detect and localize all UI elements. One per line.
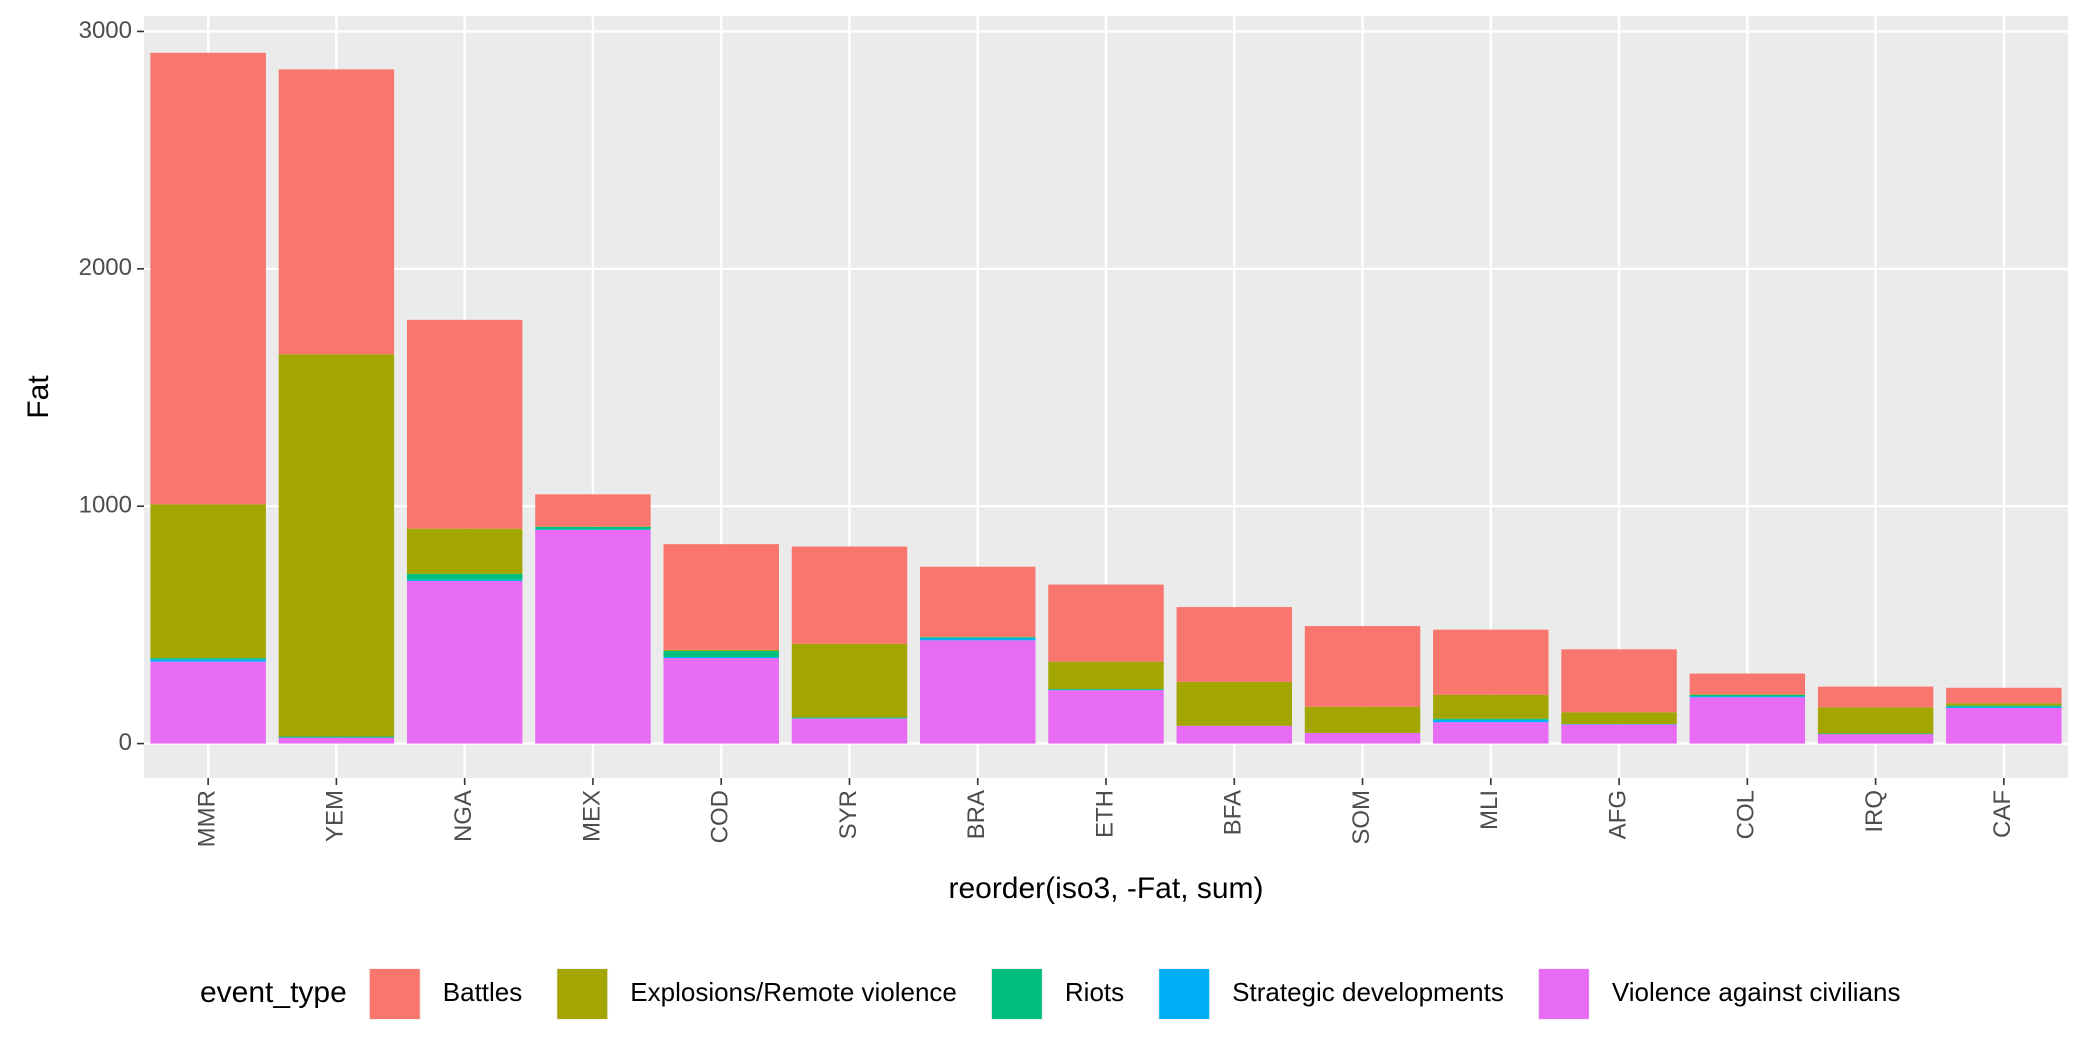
x-tick-label: CAF bbox=[1989, 790, 2016, 838]
bar-segment bbox=[278, 69, 395, 355]
bar-segment bbox=[535, 494, 651, 527]
bar-segment bbox=[1433, 719, 1549, 723]
legend-swatch bbox=[1159, 969, 1210, 1019]
legend: event_type Battles Explosions/Remote viol… bbox=[200, 968, 1900, 1020]
bar-segment bbox=[1689, 673, 1806, 695]
bar-segment bbox=[150, 661, 266, 744]
x-tick-label: IRQ bbox=[1861, 790, 1888, 833]
bar-segment bbox=[1304, 626, 1421, 707]
x-tick-label: COL bbox=[1733, 790, 1760, 839]
bar-segment bbox=[663, 658, 779, 744]
x-tick-label: SYR bbox=[835, 790, 862, 839]
x-tick-label: ETH bbox=[1091, 790, 1118, 838]
bar-segment bbox=[920, 637, 1036, 641]
bar-segment bbox=[1176, 607, 1292, 682]
bar-segment bbox=[1433, 718, 1549, 720]
bar-segment bbox=[791, 546, 908, 644]
bar-segment bbox=[791, 717, 908, 719]
bar-segment bbox=[1689, 694, 1806, 695]
bar-segment bbox=[150, 504, 266, 659]
y-tick-label: 3000 bbox=[79, 17, 132, 44]
y-tick-label: 2000 bbox=[79, 254, 132, 281]
bar-segment bbox=[1433, 694, 1549, 719]
y-tick-label: 1000 bbox=[79, 492, 132, 519]
bar-segment bbox=[663, 651, 779, 657]
bar-segment bbox=[1946, 707, 2062, 744]
legend-swatch bbox=[557, 969, 608, 1019]
legend-swatch bbox=[1538, 969, 1589, 1019]
bar-segment bbox=[1561, 724, 1677, 744]
bar-segment bbox=[278, 354, 395, 737]
legend-label: Violence against civilians bbox=[1612, 977, 1901, 1007]
bar-segment bbox=[663, 649, 779, 651]
bar-segment bbox=[1176, 725, 1292, 744]
bar-segment bbox=[791, 643, 908, 718]
bar-segment bbox=[1048, 584, 1164, 662]
x-tick-label: SOM bbox=[1348, 790, 1375, 845]
bar-segment bbox=[535, 529, 651, 530]
bar-segment bbox=[1689, 694, 1806, 697]
bar-segment bbox=[1817, 733, 1934, 735]
x-tick-label: MEX bbox=[578, 790, 605, 842]
bar-segment bbox=[1561, 649, 1677, 713]
bar-segment bbox=[1817, 707, 1934, 734]
x-tick-label: BFA bbox=[1220, 790, 1247, 835]
bar-segment bbox=[791, 718, 908, 744]
bar-segment bbox=[1048, 690, 1164, 744]
bar-segment bbox=[278, 736, 395, 738]
bar-segment bbox=[1946, 706, 2062, 708]
bar-segment bbox=[1433, 629, 1549, 695]
bar-segment bbox=[920, 637, 1036, 638]
bar-segment bbox=[1048, 661, 1164, 689]
bar-segment bbox=[1048, 688, 1164, 690]
bar-segment bbox=[406, 579, 523, 581]
bar-segment bbox=[406, 580, 523, 744]
x-axis-title: reorder(iso3, -Fat, sum) bbox=[948, 872, 1263, 905]
bar-segment bbox=[663, 656, 779, 659]
x-tick-label: BRA bbox=[963, 790, 990, 839]
legend-swatch bbox=[369, 969, 420, 1019]
x-tick-label: MLI bbox=[1476, 790, 1503, 830]
y-axis-title: Fat bbox=[22, 375, 55, 419]
bar-segment bbox=[1946, 687, 2062, 704]
legend-swatch bbox=[991, 969, 1042, 1019]
legend-label: Explosions/Remote violence bbox=[630, 977, 957, 1007]
bar-segment bbox=[1561, 712, 1677, 725]
bar-segment bbox=[150, 659, 266, 662]
bar-segment bbox=[920, 566, 1036, 637]
bar-segment bbox=[150, 52, 266, 505]
bar-segment bbox=[1946, 705, 2062, 707]
bar-segment bbox=[1817, 734, 1934, 744]
bar-segment bbox=[406, 528, 523, 574]
legend-title: event_type bbox=[200, 976, 347, 1009]
bar-segment bbox=[1433, 722, 1549, 744]
bar-segment bbox=[1946, 703, 2062, 706]
bar-segment bbox=[1689, 696, 1806, 698]
bar-segment bbox=[663, 544, 779, 650]
bar-segment bbox=[1817, 686, 1934, 708]
y-tick-label: 0 bbox=[119, 729, 132, 756]
bar-segment bbox=[406, 573, 523, 580]
x-tick-label: MMR bbox=[193, 790, 220, 847]
bar-segment bbox=[150, 658, 266, 660]
x-tick-label: COD bbox=[707, 790, 734, 843]
x-tick-label: AFG bbox=[1604, 790, 1631, 839]
bar-segment bbox=[406, 319, 523, 529]
legend-label: Battles bbox=[443, 977, 523, 1007]
bar-segment bbox=[920, 640, 1036, 744]
x-tick-label: YEM bbox=[322, 790, 349, 842]
bar-segment bbox=[1304, 706, 1421, 733]
bar-segment bbox=[1176, 681, 1292, 726]
legend-label: Riots bbox=[1065, 977, 1124, 1007]
bar-segment bbox=[535, 526, 651, 530]
bar-segment bbox=[535, 529, 651, 744]
x-tick-label: NGA bbox=[450, 790, 477, 842]
bar-segment bbox=[1689, 697, 1806, 744]
bar-segment bbox=[1304, 732, 1421, 744]
bar-segment bbox=[278, 737, 395, 744]
legend-label: Strategic developments bbox=[1232, 977, 1504, 1007]
